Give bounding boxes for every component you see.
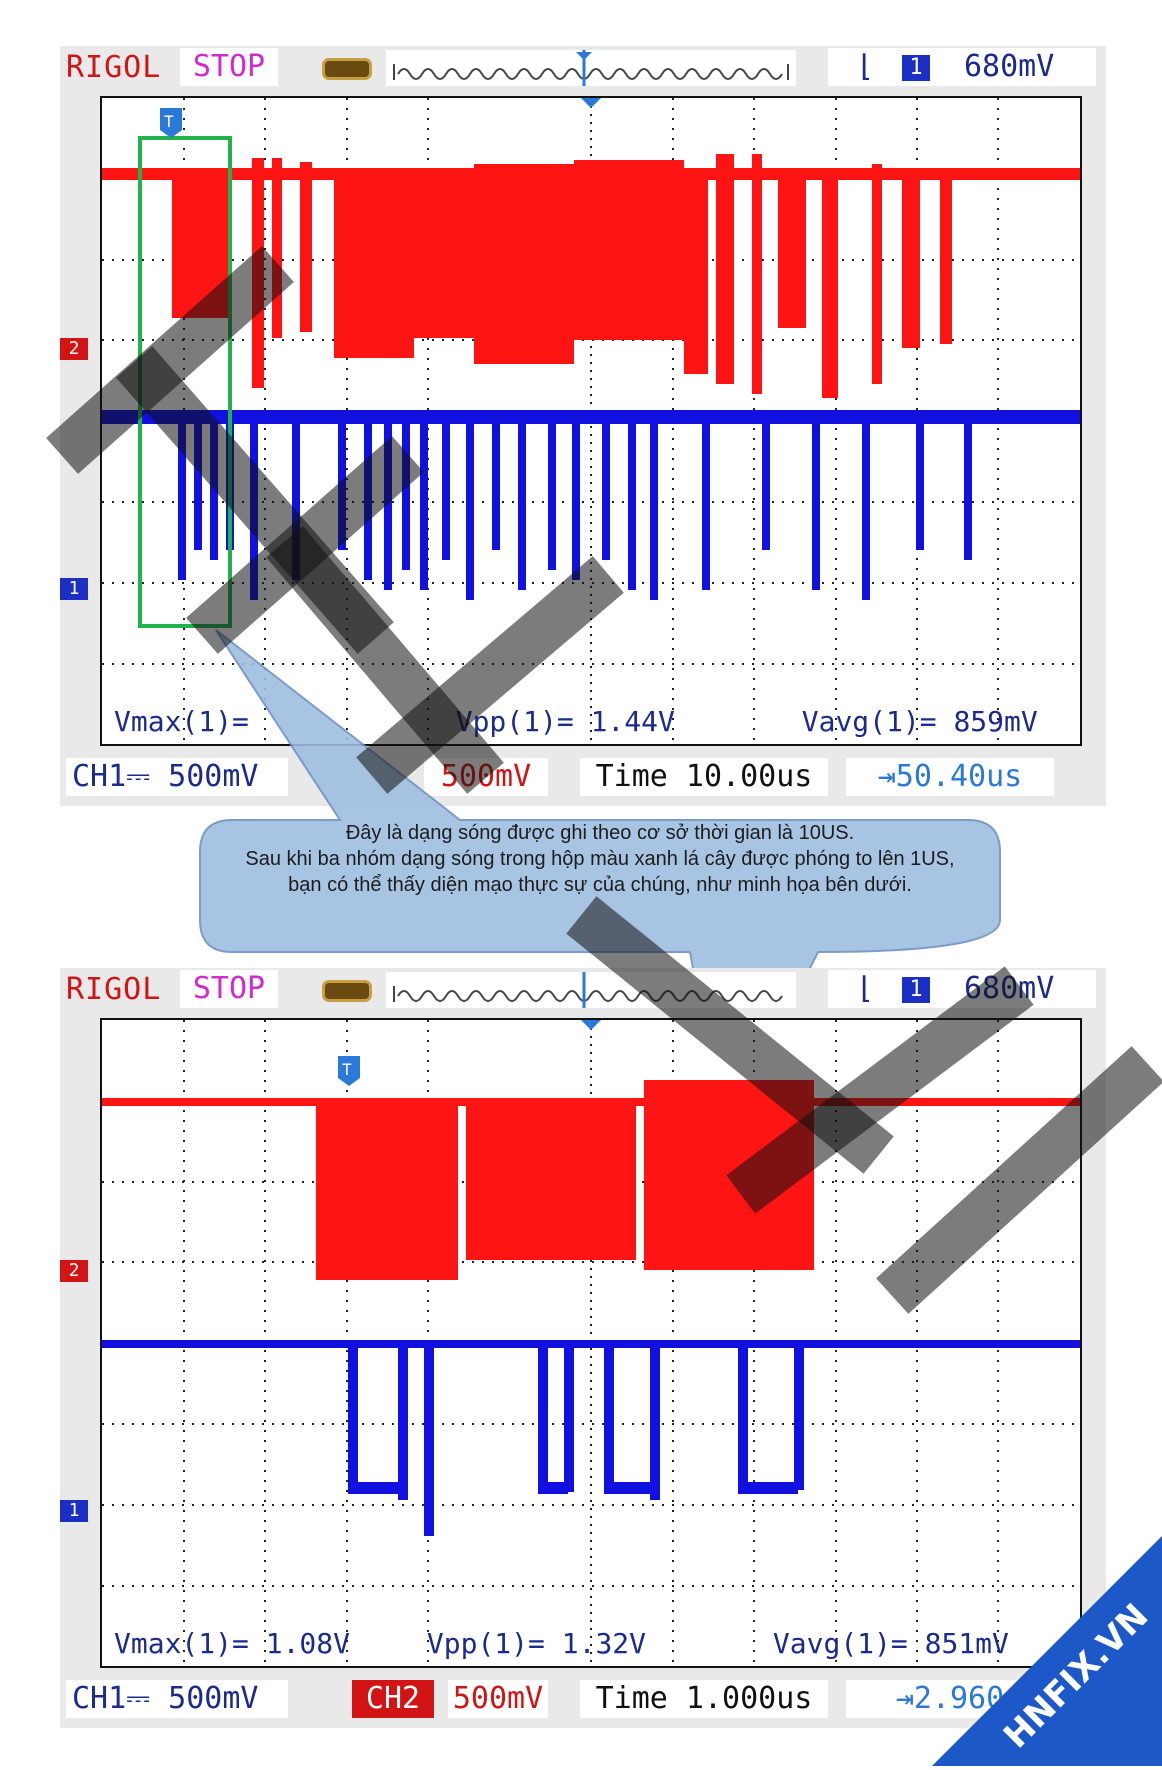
trigger-edge-icon: ⌊ bbox=[856, 49, 875, 84]
trigger-source-badge: 1 bbox=[902, 55, 930, 81]
trigger-edge-icon: ⌊ bbox=[856, 971, 875, 1006]
timebase[interactable]: Time 1.000us bbox=[580, 1680, 828, 1718]
memory-waveform-icon bbox=[393, 50, 789, 86]
trigger-position-marker: T bbox=[342, 1060, 352, 1079]
trigger-position-marker: T bbox=[164, 112, 174, 131]
scope-top: RIGOL STOP ⌊ 1 680mV 2 1 bbox=[60, 46, 1106, 806]
ch1-marker: 1 bbox=[60, 1500, 88, 1522]
vmax-readout: Vmax(1)= 1.08V bbox=[114, 1627, 351, 1660]
brand-label: RIGOL bbox=[66, 50, 162, 85]
memory-waveform-icon bbox=[393, 972, 783, 1008]
vpp-readout: Vpp(1)= 1.32V bbox=[426, 1627, 647, 1660]
callout-line-1: Đây là dạng sóng được ghi theo cơ sở thờ… bbox=[345, 822, 855, 844]
trigger-panel[interactable]: ⌊ 1 680mV bbox=[828, 970, 1096, 1008]
memory-depth-icon bbox=[322, 980, 372, 1002]
ch2-scale[interactable]: 500mV bbox=[448, 1680, 548, 1718]
ch2-scale[interactable]: 500mV bbox=[424, 758, 548, 796]
callout-text: Đây là dạng sóng được ghi theo cơ sở thờ… bbox=[180, 820, 1020, 898]
vavg-readout: Vavg(1)= 859mV bbox=[801, 705, 1038, 738]
vpp-readout: Vpp(1)= 1.44V bbox=[455, 705, 675, 738]
scope-bottom-status-bar: RIGOL STOP ⌊ 1 680mV bbox=[60, 968, 1106, 1012]
watermark-corner-badge: HNFIX.VN bbox=[932, 1536, 1162, 1770]
memory-strip[interactable] bbox=[386, 972, 796, 1008]
waveform-plot-top: T bbox=[102, 98, 1080, 744]
ch1-scale[interactable]: CH1⎓ 500mV bbox=[66, 758, 288, 796]
trigger-source-badge: 1 bbox=[902, 977, 930, 1003]
timebase[interactable]: Time 10.00us bbox=[580, 758, 828, 796]
trigger-panel[interactable]: ⌊ 1 680mV bbox=[828, 48, 1096, 86]
measurement-line: Vmax(1)= Vpp(1)= 1.44V Vavg(1)= 859mV bbox=[114, 705, 1038, 738]
time-offset[interactable]: ⇥50.40us bbox=[846, 758, 1054, 796]
ch1-scale[interactable]: CH1⎓ 500mV bbox=[66, 1680, 288, 1718]
run-state-button[interactable]: STOP bbox=[180, 970, 278, 1008]
scope-top-status-bar: RIGOL STOP ⌊ 1 680mV bbox=[60, 46, 1106, 90]
measurement-line: Vmax(1)= 1.08V Vpp(1)= 1.32V Vavg(1)= 85… bbox=[114, 1627, 1009, 1660]
ch2-marker: 2 bbox=[60, 338, 88, 360]
brand-label: RIGOL bbox=[66, 972, 162, 1007]
memory-strip[interactable] bbox=[386, 50, 796, 86]
corner-logo: HNFIX.VN bbox=[932, 1536, 1162, 1766]
ch2-marker: 2 bbox=[60, 1260, 88, 1282]
callout-line-2: Sau khi ba nhóm dạng sóng trong hộp màu … bbox=[245, 848, 955, 870]
waveform-screen-top[interactable]: T Vmax(1)= Vpp(1)= 1.44V Vavg(1)= 859mV bbox=[100, 96, 1082, 746]
vmax-readout: Vmax(1)= bbox=[114, 705, 249, 738]
scope-top-settings-bar: CH1⎓ 500mV 500mV Time 10.00us ⇥50.40us bbox=[60, 756, 1106, 800]
trigger-level: 680mV bbox=[964, 49, 1055, 84]
memory-depth-icon bbox=[322, 58, 372, 80]
trigger-level: 680mV bbox=[964, 971, 1055, 1006]
vavg-readout: Vavg(1)= 851mV bbox=[772, 1627, 1009, 1660]
ch2-badge[interactable]: CH2 bbox=[352, 1680, 434, 1718]
run-state-button[interactable]: STOP bbox=[180, 48, 278, 86]
ch1-marker: 1 bbox=[60, 578, 88, 600]
callout-line-3: bạn có thể thấy diện mạo thực sự của chú… bbox=[288, 874, 912, 896]
